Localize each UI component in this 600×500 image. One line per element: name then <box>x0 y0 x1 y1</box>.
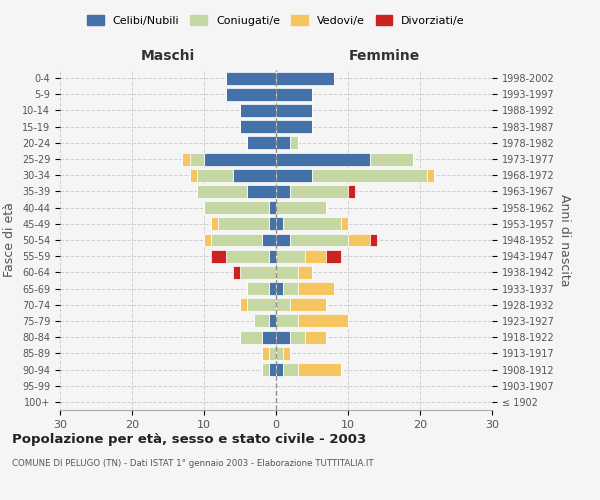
Bar <box>348 234 370 246</box>
Bar <box>283 218 341 230</box>
Text: Maschi: Maschi <box>141 49 195 63</box>
Bar <box>204 201 269 214</box>
Bar <box>298 363 341 376</box>
Bar <box>276 88 312 101</box>
Bar <box>276 104 312 117</box>
Bar <box>247 298 276 311</box>
Bar <box>276 234 290 246</box>
Bar <box>370 234 377 246</box>
Bar <box>204 152 276 166</box>
Bar <box>262 347 269 360</box>
Bar <box>182 152 190 166</box>
Bar <box>240 104 276 117</box>
Bar <box>247 282 269 295</box>
Text: Femmine: Femmine <box>349 49 419 63</box>
Bar <box>276 120 312 133</box>
Bar <box>218 218 269 230</box>
Bar <box>262 330 276 344</box>
Bar <box>290 330 305 344</box>
Bar <box>276 218 283 230</box>
Bar <box>197 169 233 181</box>
Bar <box>269 347 276 360</box>
Bar <box>276 201 326 214</box>
Bar <box>276 363 283 376</box>
Bar <box>269 282 276 295</box>
Bar <box>233 266 240 279</box>
Bar <box>204 234 211 246</box>
Text: COMUNE DI PELUGO (TN) - Dati ISTAT 1° gennaio 2003 - Elaborazione TUTTITALIA.IT: COMUNE DI PELUGO (TN) - Dati ISTAT 1° ge… <box>12 459 374 468</box>
Bar <box>197 185 247 198</box>
Bar <box>269 218 276 230</box>
Text: Popolazione per età, sesso e stato civile - 2003: Popolazione per età, sesso e stato civil… <box>12 432 366 446</box>
Bar <box>276 347 283 360</box>
Bar <box>305 250 326 262</box>
Bar <box>269 250 276 262</box>
Bar <box>290 136 298 149</box>
Bar <box>312 169 427 181</box>
Bar <box>290 185 348 198</box>
Bar <box>226 250 269 262</box>
Bar <box>269 314 276 328</box>
Bar <box>298 282 334 295</box>
Bar <box>305 330 326 344</box>
Bar <box>290 298 326 311</box>
Bar <box>211 218 218 230</box>
Bar <box>247 185 276 198</box>
Bar <box>276 136 290 149</box>
Bar <box>283 347 290 360</box>
Bar <box>283 282 298 295</box>
Bar <box>247 136 276 149</box>
Bar <box>233 169 276 181</box>
Y-axis label: Anni di nascita: Anni di nascita <box>558 194 571 286</box>
Bar <box>269 363 276 376</box>
Bar <box>326 250 341 262</box>
Bar <box>276 169 312 181</box>
Bar <box>276 314 298 328</box>
Bar <box>226 88 276 101</box>
Bar <box>240 120 276 133</box>
Bar <box>276 298 290 311</box>
Legend: Celibi/Nubili, Coniugati/e, Vedovi/e, Divorziati/e: Celibi/Nubili, Coniugati/e, Vedovi/e, Di… <box>83 10 469 30</box>
Bar <box>276 266 298 279</box>
Bar <box>254 314 269 328</box>
Bar <box>370 152 413 166</box>
Bar <box>226 72 276 85</box>
Bar <box>240 330 262 344</box>
Bar <box>298 266 312 279</box>
Bar <box>276 330 290 344</box>
Bar <box>348 185 355 198</box>
Bar <box>283 363 298 376</box>
Bar <box>240 298 247 311</box>
Bar <box>276 152 370 166</box>
Bar <box>190 169 197 181</box>
Bar <box>262 234 276 246</box>
Y-axis label: Fasce di età: Fasce di età <box>4 202 16 278</box>
Bar <box>290 234 348 246</box>
Bar <box>262 363 269 376</box>
Bar <box>240 266 276 279</box>
Bar <box>341 218 348 230</box>
Bar <box>211 234 262 246</box>
Bar <box>190 152 204 166</box>
Bar <box>276 250 305 262</box>
Bar <box>276 282 283 295</box>
Bar <box>276 72 334 85</box>
Bar <box>211 250 226 262</box>
Bar <box>427 169 434 181</box>
Bar <box>298 314 348 328</box>
Bar <box>269 201 276 214</box>
Bar <box>276 185 290 198</box>
